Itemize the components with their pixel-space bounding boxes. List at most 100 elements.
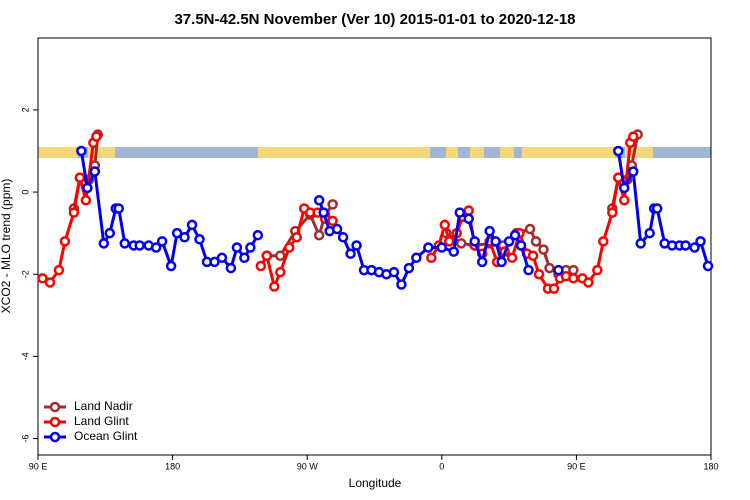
data-point (252, 229, 264, 241)
data-point (194, 234, 205, 245)
data-point (426, 252, 437, 264)
land-band (625, 147, 653, 158)
x-tick-label: 90 E (29, 461, 48, 471)
data-point (37, 273, 48, 284)
data-point (411, 252, 422, 264)
data-point (583, 277, 594, 288)
data-point (275, 266, 286, 278)
data-point (209, 256, 220, 268)
data-point (568, 273, 579, 284)
legend-marker (49, 401, 61, 413)
data-point (216, 252, 228, 264)
data-point (261, 250, 273, 261)
data-point (231, 242, 243, 253)
data-point (245, 242, 256, 253)
data-point (702, 260, 714, 272)
data-point (275, 250, 286, 261)
data-point (74, 172, 86, 183)
data-point (53, 264, 65, 276)
data-point (331, 223, 343, 235)
data-point (89, 166, 101, 177)
data-point (318, 207, 329, 218)
data-point (463, 205, 474, 216)
data-point (509, 229, 521, 241)
data-point (444, 236, 455, 247)
data-point (80, 195, 92, 206)
data-point (269, 281, 280, 292)
data-point (619, 182, 630, 194)
y-tick-label: -4 (20, 352, 30, 360)
data-point (327, 215, 338, 227)
data-point (651, 203, 663, 214)
data-point (515, 240, 527, 251)
y-tick-label: 2 (20, 107, 30, 112)
data-point (627, 166, 639, 177)
data-point (524, 223, 536, 235)
data-point (351, 240, 362, 251)
land-band (88, 147, 115, 158)
data-point (239, 252, 250, 264)
land-ocean-strip (38, 147, 711, 158)
data-point (179, 232, 190, 243)
x-tick-label: 0 (439, 461, 444, 471)
data-point (469, 236, 480, 247)
y-axis-label: XCO2 - MLO trend (ppm) (0, 179, 13, 314)
data-point (134, 240, 145, 251)
data-point (476, 256, 488, 268)
data-point (313, 229, 325, 241)
data-point (403, 262, 415, 274)
data-point (538, 244, 549, 255)
data-point (150, 242, 162, 253)
data-point (627, 131, 639, 142)
legend-label: Land Nadir (74, 399, 133, 413)
data-point (463, 213, 474, 225)
data-point (644, 227, 655, 239)
data-point (104, 227, 116, 239)
data-point (98, 238, 110, 249)
data-point (680, 240, 691, 251)
data-point (503, 236, 515, 247)
x-tick-label: 90 W (297, 461, 319, 471)
data-point (345, 248, 356, 259)
x-tick-label: 180 (703, 461, 718, 471)
data-point (171, 227, 183, 239)
data-point (527, 250, 539, 261)
data-point (490, 236, 501, 247)
land-band (446, 147, 458, 158)
data-point (436, 242, 448, 253)
data-point (76, 145, 87, 157)
land-band (258, 147, 430, 158)
data-point (533, 268, 545, 280)
data-point (113, 203, 125, 214)
data-point (635, 238, 646, 249)
data-point (59, 236, 71, 247)
data-point (156, 236, 168, 247)
y-tick-label: 0 (20, 190, 30, 195)
data-point (44, 277, 56, 288)
land-band (522, 147, 615, 158)
data-point (337, 232, 349, 243)
data-point (255, 260, 267, 272)
y-tick-label: -2 (20, 270, 30, 278)
data-point (553, 264, 564, 276)
data-point (388, 266, 400, 278)
data-point (544, 262, 555, 274)
data-point (91, 131, 102, 142)
data-point (82, 182, 93, 194)
data-point (455, 238, 467, 249)
land-band (470, 147, 484, 158)
legend-marker (49, 431, 61, 443)
data-point (423, 242, 434, 253)
data-point (439, 219, 451, 231)
data-point (454, 207, 465, 218)
data-point (506, 252, 518, 264)
data-point (568, 264, 579, 276)
x-axis-label: Longitude (349, 476, 402, 490)
legend-label: Land Glint (74, 414, 129, 428)
data-point (119, 238, 130, 249)
x-tick-label: 90 E (567, 461, 586, 471)
data-point (598, 236, 609, 247)
data-point (313, 195, 325, 206)
land-band (38, 147, 78, 158)
